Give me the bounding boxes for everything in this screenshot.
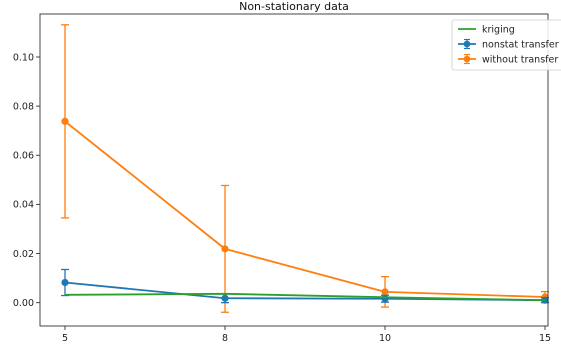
legend-swatch-marker [463,40,471,48]
y-tick-label: 0.04 [13,200,34,211]
x-tick-label: 10 [379,333,391,344]
legend-label: kriging [482,24,515,35]
y-tick-label: 0.10 [13,52,34,63]
data-point [381,295,389,303]
y-tick-label: 0.08 [13,101,34,112]
data-point [61,278,69,287]
legend: kriging nonstat transfer without transfer [451,19,561,71]
chart-title: Non-stationary data [239,0,349,13]
data-point [221,245,229,253]
series-line [64,292,546,302]
legend-label: nonstat transfer [482,39,559,50]
data-point [61,117,69,125]
x-tick-label: 5 [62,333,68,344]
x-tick-label: 15 [539,333,551,344]
y-tick-label: 0.00 [13,298,34,309]
plot-frame [39,13,549,327]
legend-label: without transfer [482,54,558,65]
series-line [64,120,546,298]
x-axis: 5 8 10 15 [62,326,551,344]
data-point [381,288,389,296]
legend-swatch-marker [463,55,471,63]
x-tick-label: 8 [222,333,228,344]
legend-box [451,19,561,71]
y-tick-label: 0.02 [13,249,34,260]
y-axis: 0.00 0.02 0.04 0.06 0.08 0.10 [13,52,40,309]
data-point [221,294,229,302]
y-tick-label: 0.06 [13,151,34,162]
series-kriging [64,292,546,302]
series-layer [61,24,549,313]
